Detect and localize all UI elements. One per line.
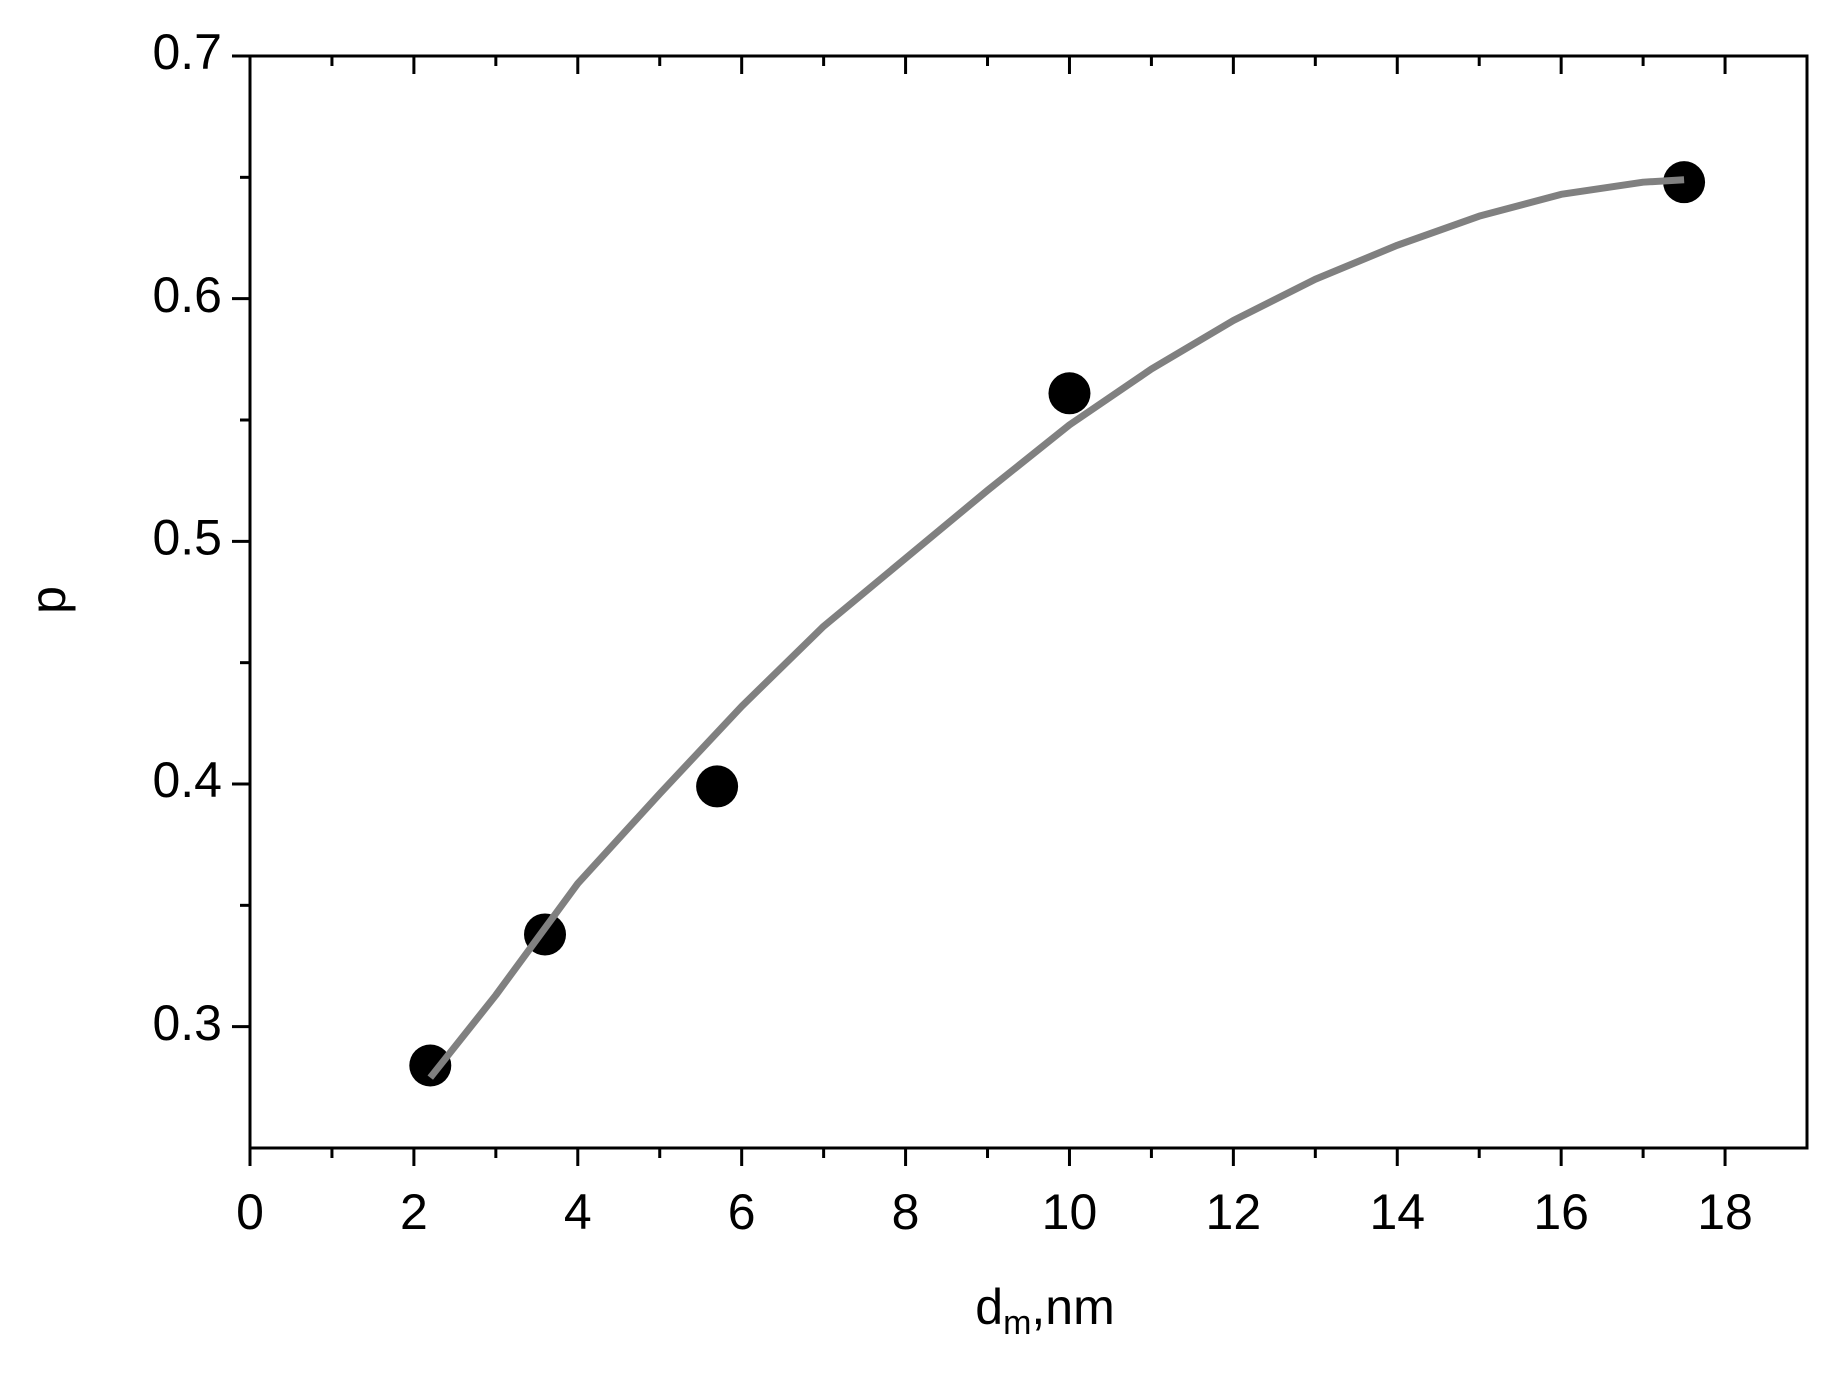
x-axis-label: dm,nm [975,1279,1115,1342]
fit-line [427,176,1685,1080]
x-label-rest: ,nm [1031,1279,1114,1335]
x-tick-label: 12 [1206,1184,1262,1240]
x-tick-label: 0 [236,1184,264,1240]
y-tick-label: 0.5 [152,510,222,566]
x-tick-label: 8 [892,1184,920,1240]
x-tick-label: 16 [1533,1184,1589,1240]
data-point [1048,372,1091,415]
y-tick-label: 0.3 [152,995,222,1051]
y-tick-label: 0.4 [152,752,222,808]
data-point [696,765,739,808]
x-label-sub: m [1003,1304,1031,1342]
data-point [409,1044,452,1087]
x-tick-label: 10 [1042,1184,1098,1240]
x-tick-label: 2 [400,1184,428,1240]
y-axis-label: p [20,586,76,614]
x-tick-label: 18 [1697,1184,1753,1240]
x-tick-label: 14 [1369,1184,1425,1240]
x-label-main: d [975,1279,1003,1335]
plot-frame [248,54,1809,1150]
x-tick-label: 6 [728,1184,756,1240]
x-tick-label: 4 [564,1184,592,1240]
y-tick-label: 0.7 [152,24,222,80]
y-tick-label: 0.6 [152,267,222,323]
